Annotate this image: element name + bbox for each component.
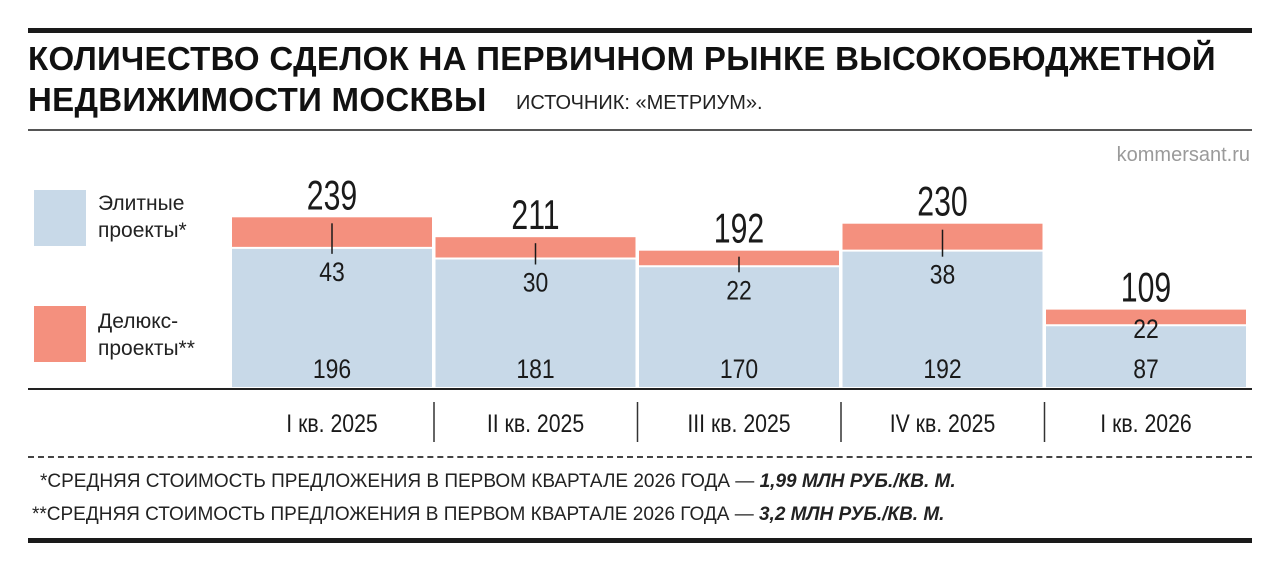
bar-elite-2	[435, 258, 636, 387]
total-label-3: 192	[714, 205, 764, 252]
bar-elite-1	[232, 247, 432, 387]
header-divider	[28, 129, 1252, 131]
legend-label-elite-line2: проекты*	[98, 219, 187, 242]
elite-value-label-1: 196	[313, 354, 351, 384]
total-label-5: 109	[1121, 264, 1171, 311]
category-tick-label-1: I кв. 2025	[286, 409, 377, 437]
bar-elite-3	[639, 266, 839, 387]
legend-swatch-deluxe	[34, 306, 86, 362]
deluxe-value-label-2: 30	[523, 268, 549, 298]
footnote-deluxe-value: 3,2 МЛН РУБ./КВ. М.	[758, 504, 945, 525]
footnote-elite-value: 1,99 МЛН РУБ./КВ. М.	[759, 471, 956, 492]
bar-elite-4	[842, 250, 1043, 387]
total-label-1: 239	[307, 171, 357, 218]
total-label-2: 211	[511, 191, 559, 238]
footnote-deluxe: **СРЕДНЯЯ СТОИМОСТЬ ПРЕДЛОЖЕНИЯ В ПЕРВОМ…	[32, 504, 944, 526]
elite-value-label-2: 181	[516, 354, 554, 384]
watermark: kommersant.ru	[1116, 144, 1250, 166]
deluxe-value-label-1: 43	[319, 257, 345, 287]
top-rule	[28, 28, 1252, 33]
legend-swatch-elite	[34, 190, 86, 246]
legend-label-deluxe: Делюкс- проекты**	[98, 308, 238, 362]
legend-label-elite: Элитные проекты*	[98, 190, 238, 244]
footnote-elite: *СРЕДНЯЯ СТОИМОСТЬ ПРЕДЛОЖЕНИЯ В ПЕРВОМ …	[40, 471, 956, 493]
deluxe-value-label-4: 38	[930, 260, 956, 290]
deluxe-value-label-3: 22	[726, 276, 752, 306]
bar-deluxe-5	[1046, 309, 1246, 326]
legend-label-elite-line1: Элитные	[98, 192, 185, 215]
category-tick-label-2: II кв. 2025	[487, 409, 584, 437]
category-tick-label-4: IV кв. 2025	[890, 409, 996, 437]
legend-label-deluxe-line1: Делюкс-	[98, 310, 179, 333]
legend-label-deluxe-line2: проекты**	[98, 337, 195, 360]
elite-value-label-5: 87	[1133, 354, 1159, 384]
bottom-rule	[28, 538, 1252, 543]
footnote-deluxe-text: **СРЕДНЯЯ СТОИМОСТЬ ПРЕДЛОЖЕНИЯ В ПЕРВОМ…	[32, 504, 759, 525]
category-tick-label-3: III кв. 2025	[687, 409, 790, 437]
footnote-elite-text: *СРЕДНЯЯ СТОИМОСТЬ ПРЕДЛОЖЕНИЯ В ПЕРВОМ …	[40, 471, 760, 492]
category-tick-label-5: I кв. 2026	[1100, 409, 1191, 437]
bar-elite-5	[1046, 325, 1246, 387]
source-note: ИСТОЧНИК: «МЕТРИУМ».	[516, 92, 763, 114]
deluxe-value-label-5: 22	[1133, 315, 1159, 345]
footnote-divider	[28, 456, 1252, 458]
total-label-4: 230	[917, 178, 967, 225]
chart-title-line-1: КОЛИЧЕСТВО СДЕЛОК НА ПЕРВИЧНОМ РЫНКЕ ВЫС…	[28, 40, 1216, 77]
elite-value-label-3: 170	[720, 354, 758, 384]
chart-title-line-2: НЕДВИЖИМОСТИ МОСКВЫ	[28, 81, 487, 118]
elite-value-label-4: 192	[923, 354, 961, 384]
